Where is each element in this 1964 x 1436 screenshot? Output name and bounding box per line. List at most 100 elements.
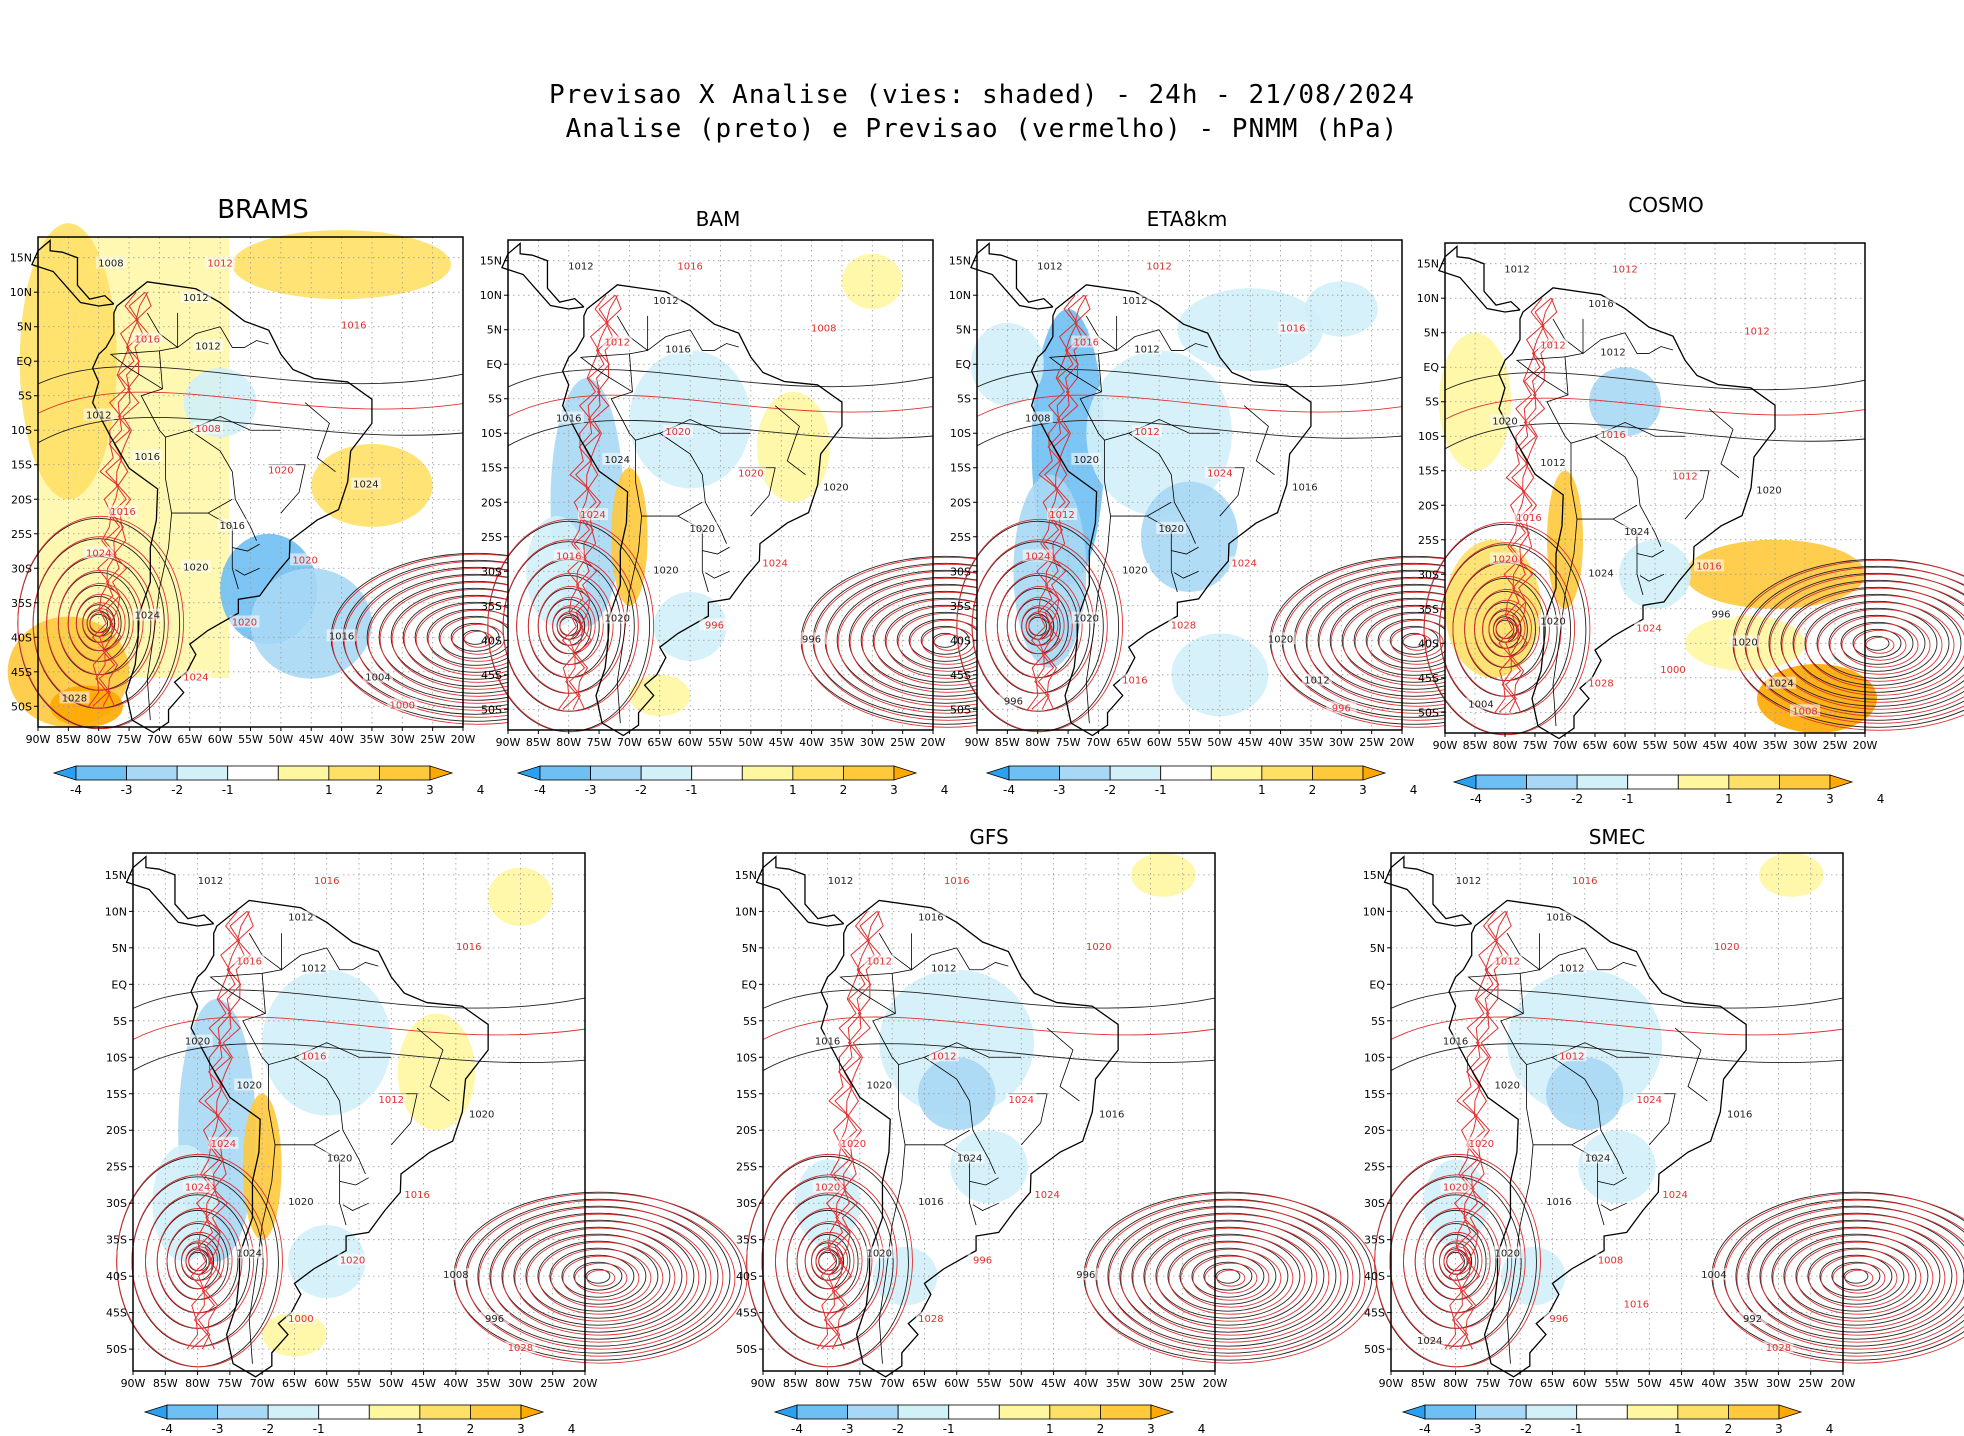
colorbar-swatch xyxy=(1627,774,1679,790)
lat-tick-label: 25S xyxy=(1364,1161,1385,1174)
lat-tick-label: 50S xyxy=(1418,706,1439,719)
isobar-label: 1024 xyxy=(211,1139,236,1150)
isobar-label: 1024 xyxy=(1207,469,1232,480)
lon-tick-label: 65W xyxy=(912,1377,937,1390)
lat-tick-label: 50S xyxy=(1364,1343,1385,1356)
lon-tick-label: 45W xyxy=(1703,739,1728,752)
colorbar-swatch xyxy=(796,1404,848,1420)
isobar-label: 1020 xyxy=(288,1197,313,1208)
colorbar-swatch xyxy=(893,765,918,781)
lat-tick-label: 50S xyxy=(736,1343,757,1356)
lat-tick-label: 25S xyxy=(1418,534,1439,547)
colorbar-label: 4 xyxy=(477,783,485,797)
colorbar-label: 1 xyxy=(1258,783,1266,797)
colorbar-label: -2 xyxy=(1520,1422,1532,1436)
lon-tick-label: 45W xyxy=(769,736,794,749)
isobar-label: 1016 xyxy=(1074,338,1099,349)
isobar-label: 1028 xyxy=(62,693,87,704)
lon-tick-label: 60W xyxy=(944,1377,969,1390)
colorbar-label: 4 xyxy=(1877,792,1885,806)
isobar-label: 1024 xyxy=(183,673,208,684)
isobar-label: 1012 xyxy=(1146,262,1171,273)
isobar-label: 1020 xyxy=(841,1139,866,1150)
lon-tick-label: 20W xyxy=(1853,739,1878,752)
lat-tick-label: 35S xyxy=(11,597,32,610)
isobar-label: 1000 xyxy=(390,700,415,711)
isobar-label: 1020 xyxy=(1086,942,1111,953)
isobar-label: 1016 xyxy=(1600,430,1625,441)
isobar-label: 1016 xyxy=(556,413,581,424)
lon-tick-label: 90W xyxy=(965,736,990,749)
lon-tick-label: 50W xyxy=(1637,1377,1662,1390)
colorbar-swatch xyxy=(1728,774,1780,790)
lon-tick-label: 65W xyxy=(1116,736,1141,749)
lat-tick-label: 30S xyxy=(11,562,32,575)
colorbar-label: -3 xyxy=(842,1422,854,1436)
lat-tick-label: 40S xyxy=(1364,1270,1385,1283)
lat-tick-label: 15S xyxy=(1418,465,1439,478)
lon-tick-label: 40W xyxy=(443,1377,468,1390)
lon-tick-label: 55W xyxy=(708,736,733,749)
isobar-label: 1012 xyxy=(1559,964,1584,975)
colorbar-swatch xyxy=(691,765,743,781)
lon-tick-label: 55W xyxy=(977,1377,1002,1390)
lat-tick-label: 30S xyxy=(736,1197,757,1210)
lat-tick-label: 15S xyxy=(481,462,502,475)
colorbar-label: -1 xyxy=(1155,783,1167,797)
colorbar-swatch xyxy=(52,765,77,781)
isobar-label: 1016 xyxy=(1516,513,1541,524)
lat-tick-label: 35S xyxy=(481,600,502,613)
lat-tick-label: EQ xyxy=(741,978,757,991)
isobar-label: 1024 xyxy=(1417,1336,1442,1347)
isobar-label: 1016 xyxy=(1292,482,1317,493)
lon-tick-label: 65W xyxy=(1583,739,1608,752)
lon-tick-label: 60W xyxy=(1572,1377,1597,1390)
colorbar-swatch xyxy=(741,765,794,781)
lat-tick-label: 50S xyxy=(481,703,502,716)
isobar-label: 1016 xyxy=(556,551,581,562)
colorbar-label: 3 xyxy=(517,1422,525,1436)
colorbar-label: -2 xyxy=(635,783,647,797)
forecast-map: 1012 1016 1016 1012 1012 1020 1016 1012 1020 1024… xyxy=(1363,852,1964,1390)
lat-tick-label: 30S xyxy=(1364,1197,1385,1210)
lon-tick-label: 25W xyxy=(1798,1377,1823,1390)
isobar-label: 1016 xyxy=(329,631,354,642)
isobar-label: 996 xyxy=(705,620,724,631)
lat-tick-label: 35S xyxy=(950,600,971,613)
colorbar-label: 1 xyxy=(1046,1422,1054,1436)
lat-tick-label: 15S xyxy=(736,1088,757,1101)
lat-tick-label: EQ xyxy=(1369,978,1385,991)
lon-tick-label: 85W xyxy=(783,1377,808,1390)
colorbar: -4 -3 -2 -1 1 2 3 4 xyxy=(1401,1404,1833,1436)
colorbar-swatch xyxy=(1576,1404,1628,1420)
isobar-label: 1024 xyxy=(1588,568,1613,579)
colorbar-label: 2 xyxy=(840,783,848,797)
lon-tick-label: 40W xyxy=(799,736,824,749)
lat-tick-label: 5S xyxy=(957,393,971,406)
lon-tick-label: 60W xyxy=(1147,736,1172,749)
isobar-label: 992 xyxy=(1743,1314,1762,1325)
lat-tick-label: EQ xyxy=(111,978,127,991)
colorbar: -4 -3 -2 -1 1 2 3 4 xyxy=(52,765,484,797)
colorbar-swatch xyxy=(267,1404,320,1420)
lat-tick-label: 20S xyxy=(481,496,502,509)
lat-tick-label: 45S xyxy=(481,669,502,682)
lon-tick-label: 25W xyxy=(1359,736,1384,749)
isobar-label: 1028 xyxy=(508,1343,533,1354)
colorbar-swatch xyxy=(516,765,541,781)
isobar-label: 1016 xyxy=(1572,876,1597,887)
lat-tick-label: 5S xyxy=(18,390,32,403)
isobar-label: 1020 xyxy=(867,1248,892,1259)
lat-tick-label: 10S xyxy=(1418,430,1439,443)
panel-title: SMEC xyxy=(1588,825,1646,849)
lon-tick-label: 20W xyxy=(1831,1377,1856,1390)
lon-tick-label: 25W xyxy=(540,1377,565,1390)
lon-tick-label: 55W xyxy=(1643,739,1668,752)
colorbar-swatch xyxy=(1261,765,1313,781)
isobar-label: 1020 xyxy=(1159,524,1184,535)
lat-tick-label: 15N xyxy=(735,869,757,882)
colorbar-label: 1 xyxy=(325,783,333,797)
colorbar-label: 4 xyxy=(1198,1422,1206,1436)
coastline xyxy=(31,239,373,734)
colorbar-swatch xyxy=(143,1404,168,1420)
